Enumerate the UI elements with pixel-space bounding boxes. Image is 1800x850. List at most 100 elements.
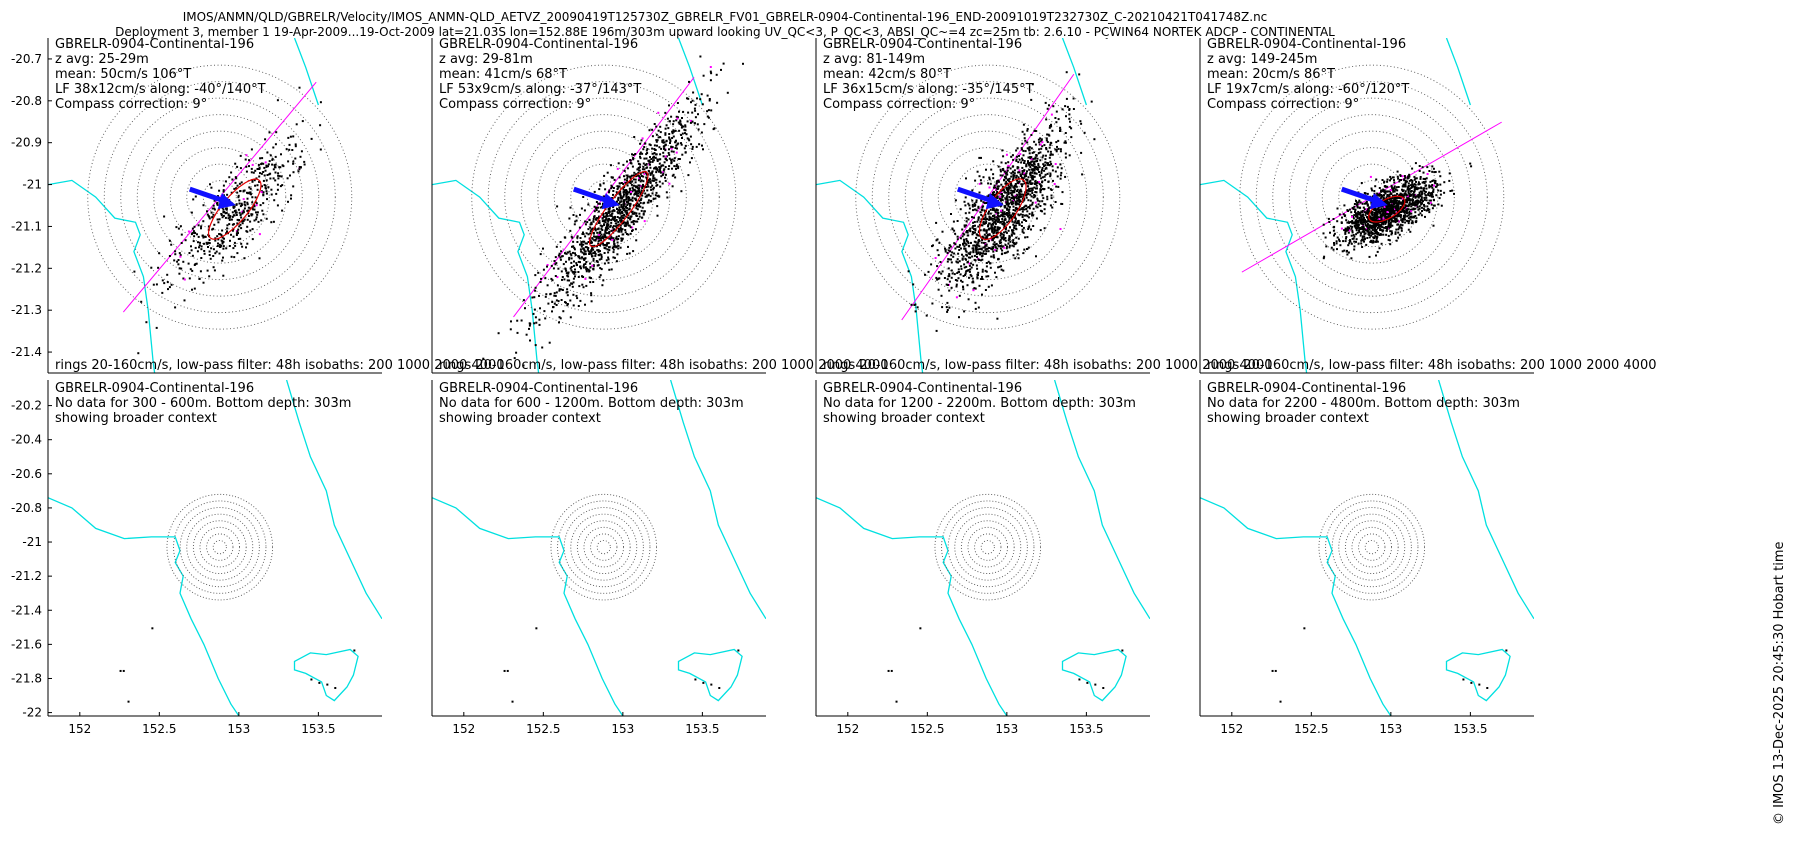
scatter-point bbox=[248, 159, 250, 162]
scatter-point bbox=[1070, 136, 1073, 139]
scatter-point bbox=[295, 123, 298, 126]
scatter-point bbox=[996, 197, 999, 199]
scatter-point bbox=[1050, 189, 1053, 191]
scatter-point bbox=[287, 136, 290, 139]
scatter-point bbox=[1394, 232, 1397, 235]
scatter-point bbox=[1002, 155, 1005, 158]
scatter-point bbox=[262, 171, 265, 173]
scatter-point bbox=[993, 214, 996, 217]
scatter-point bbox=[1017, 222, 1020, 225]
scatter-point bbox=[651, 147, 654, 150]
scatter-point bbox=[991, 248, 994, 251]
scatter-point bbox=[1362, 230, 1365, 233]
scatter-point bbox=[1407, 222, 1410, 225]
scatter-point bbox=[1383, 205, 1386, 208]
scatter-point bbox=[1415, 217, 1418, 220]
scatter-point bbox=[1371, 228, 1374, 231]
scatter-point bbox=[232, 206, 235, 209]
scatter-point bbox=[595, 245, 598, 248]
scatter-point bbox=[1355, 222, 1358, 225]
scatter-point bbox=[627, 224, 630, 227]
scatter-point bbox=[1404, 185, 1407, 188]
scatter-point bbox=[587, 233, 590, 236]
scatter-point bbox=[190, 245, 192, 248]
scatter-point bbox=[191, 232, 194, 235]
scatter-point bbox=[300, 150, 303, 153]
scatter-point bbox=[1052, 105, 1055, 108]
scatter-point bbox=[1000, 236, 1003, 239]
scatter-point bbox=[1376, 212, 1378, 214]
scatter-point bbox=[1401, 197, 1404, 200]
scatter-point bbox=[988, 218, 991, 221]
scatter-point bbox=[913, 304, 916, 306]
scatter-point bbox=[646, 183, 649, 186]
scatter-point bbox=[542, 247, 544, 250]
scatter-point bbox=[1382, 223, 1385, 226]
scatter-point bbox=[983, 229, 986, 232]
scatter-point bbox=[978, 156, 981, 159]
scatter-point bbox=[1050, 125, 1053, 128]
scatter-point bbox=[946, 309, 949, 311]
scatter-point bbox=[222, 208, 225, 211]
scatter-point bbox=[1390, 230, 1393, 233]
scatter-point bbox=[607, 220, 610, 223]
scatter-point bbox=[1373, 212, 1376, 214]
scatter-point bbox=[1028, 187, 1031, 190]
scatter-point bbox=[1322, 257, 1325, 260]
scatter-point bbox=[1403, 175, 1406, 177]
scatter-point bbox=[1350, 257, 1353, 260]
scatter-point bbox=[657, 129, 660, 132]
scatter-point bbox=[641, 187, 644, 189]
scatter-point bbox=[574, 268, 576, 271]
scatter-point bbox=[1065, 97, 1068, 100]
scatter-point bbox=[961, 228, 964, 231]
scatter-point bbox=[615, 219, 618, 222]
scatter-point bbox=[707, 109, 710, 112]
scatter-point bbox=[1008, 177, 1011, 180]
scatter-point bbox=[578, 226, 581, 229]
scatter-point bbox=[1016, 155, 1018, 158]
scatter-point bbox=[969, 227, 972, 230]
scatter-point bbox=[990, 225, 993, 228]
scatter-point bbox=[1352, 217, 1355, 220]
scatter-point bbox=[1357, 201, 1360, 204]
scatter-point bbox=[1014, 217, 1017, 220]
scatter-point bbox=[599, 184, 602, 187]
scatter-point bbox=[677, 158, 680, 160]
scatter-point bbox=[1411, 167, 1414, 170]
scatter-point bbox=[1047, 186, 1050, 189]
scatter-point bbox=[177, 263, 180, 266]
scatter-point bbox=[1022, 154, 1025, 157]
scatter-point bbox=[1405, 208, 1408, 211]
scatter-point bbox=[996, 190, 999, 193]
scatter-point bbox=[648, 159, 651, 162]
scatter-point bbox=[1014, 220, 1017, 223]
scatter-point bbox=[584, 235, 587, 238]
scatter-point bbox=[555, 262, 558, 265]
scatter-point bbox=[947, 267, 950, 270]
scatter-point bbox=[207, 215, 210, 217]
scatter-point bbox=[1020, 161, 1023, 164]
scatter-point bbox=[1399, 223, 1402, 226]
scatter-point bbox=[1044, 101, 1047, 104]
scatter-point bbox=[231, 178, 234, 181]
scatter-point bbox=[199, 270, 202, 273]
scatter-point bbox=[680, 123, 683, 126]
scatter-point bbox=[1412, 199, 1414, 201]
scatter-point bbox=[606, 227, 609, 230]
scatter-point bbox=[1387, 238, 1390, 241]
scatter-point bbox=[168, 286, 171, 289]
scatter-point bbox=[246, 197, 249, 200]
scatter-point bbox=[173, 259, 176, 262]
scatter-point bbox=[268, 160, 271, 163]
scatter-point bbox=[1423, 205, 1426, 208]
scatter-point bbox=[1011, 154, 1014, 157]
scatter-point bbox=[621, 222, 624, 225]
scatter-point bbox=[1035, 205, 1038, 208]
scatter-point bbox=[990, 168, 993, 171]
scatter-point bbox=[1392, 203, 1395, 206]
scatter-point bbox=[1402, 198, 1405, 201]
scatter-point bbox=[297, 170, 300, 173]
scatter-point bbox=[624, 225, 627, 227]
scatter-point bbox=[649, 180, 652, 183]
